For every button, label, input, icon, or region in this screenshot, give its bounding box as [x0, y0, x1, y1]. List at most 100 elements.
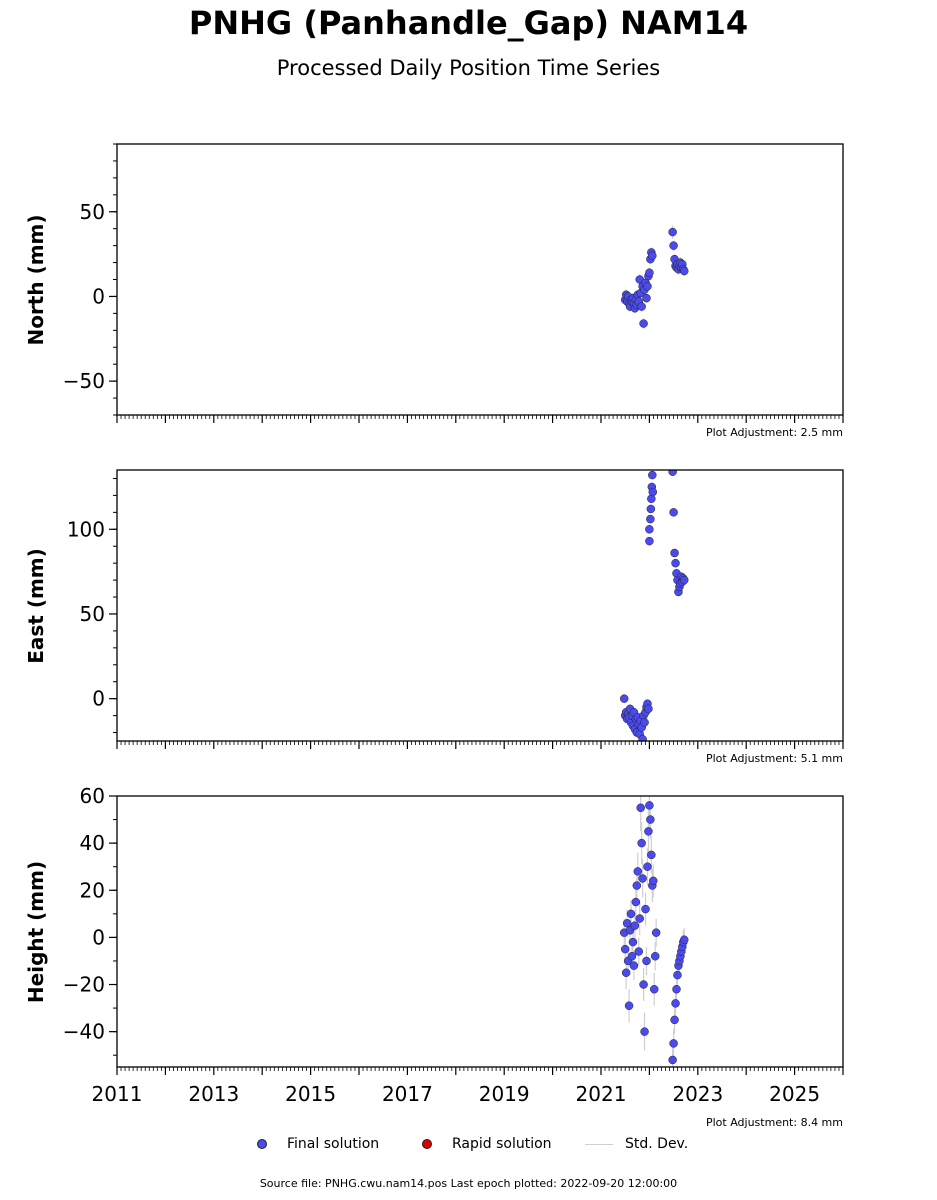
- data-point: [645, 801, 654, 810]
- data-point: [626, 909, 636, 919]
- page-subtitle: Processed Daily Position Time Series: [276, 56, 661, 80]
- data-point: [640, 1027, 649, 1036]
- data-point: [644, 827, 653, 836]
- x-tick-label: 2025: [769, 1082, 820, 1106]
- plot-frame: [116, 469, 844, 742]
- y-tick-label: −20: [63, 973, 105, 997]
- data-layer: [619, 470, 689, 741]
- data-point: [669, 508, 678, 517]
- data-point: [643, 862, 652, 871]
- x-tick-label: 2015: [285, 1082, 336, 1106]
- data-point: [669, 241, 678, 250]
- panel-1: 0 50 100 East (mm) Plot Adjustment: 5.1 mm: [24, 469, 844, 765]
- data-point: [631, 897, 641, 907]
- data-point: [670, 1015, 679, 1025]
- x-tick-label: 2021: [576, 1082, 627, 1106]
- data-point: [637, 302, 646, 311]
- data-point: [622, 919, 632, 928]
- y-tick-label: 60: [80, 784, 105, 808]
- data-point: [628, 937, 638, 947]
- legend-stddev: Std. Dev.: [585, 1136, 688, 1152]
- plot-frame: [116, 795, 844, 1068]
- data-point: [673, 970, 682, 980]
- data-point: [638, 874, 647, 883]
- legend-rapid-label: Rapid solution: [452, 1136, 552, 1152]
- x-tick-label: 2019: [479, 1082, 530, 1106]
- plot-adjustment-label: Plot Adjustment: 5.1 mm: [706, 752, 843, 765]
- data-point: [648, 487, 658, 497]
- y-axis-label: Height (mm): [24, 861, 48, 1003]
- data-point: [632, 881, 642, 890]
- page-title: PNHG (Panhandle_Gap) NAM14: [188, 4, 749, 42]
- data-point: [668, 1055, 677, 1065]
- y-tick-label: 0: [92, 925, 105, 949]
- data-point: [645, 536, 654, 546]
- y-tick-label: 50: [80, 200, 105, 224]
- data-point: [639, 980, 648, 989]
- y-tick-label: 40: [80, 831, 105, 855]
- data-point: [642, 956, 651, 966]
- x-tick-label: 2013: [188, 1082, 239, 1106]
- data-point: [668, 470, 677, 476]
- legend: Final solution Rapid solution Std. Dev.: [0, 1136, 937, 1158]
- data-point: [643, 282, 652, 291]
- data-point: [672, 984, 681, 994]
- data-point: [650, 951, 660, 961]
- data-point: [649, 984, 659, 994]
- data-point: [669, 1039, 678, 1048]
- data-point: [634, 947, 644, 956]
- data-point: [671, 558, 680, 568]
- y-axis-label: North (mm): [24, 214, 48, 345]
- data-point: [645, 525, 654, 534]
- data-point: [637, 838, 646, 848]
- y-tick-label: 50: [80, 602, 105, 626]
- legend-final-label: Final solution: [287, 1136, 380, 1152]
- panel-2: −40 −20 0 20 40 60 2011 2013 2015 2017 2019 2021 202…: [24, 784, 844, 1129]
- plot-adjustment-label: Plot Adjustment: 2.5 mm: [706, 426, 843, 439]
- data-layer: [619, 796, 689, 1067]
- legend-rapid: Rapid solution: [422, 1136, 552, 1152]
- data-point: [629, 961, 639, 970]
- y-axis-label: East (mm): [24, 548, 48, 664]
- data-point: [624, 1001, 634, 1010]
- data-point: [627, 951, 637, 961]
- y-tick-label: −40: [63, 1020, 105, 1044]
- data-point: [621, 968, 631, 977]
- data-point: [620, 944, 630, 954]
- x-tick-label: 2017: [382, 1082, 433, 1106]
- y-tick-label: 20: [80, 878, 105, 902]
- data-point: [641, 904, 650, 914]
- legend-stddev-label: Std. Dev.: [625, 1136, 689, 1152]
- legend-final: Final solution: [257, 1136, 379, 1152]
- y-tick-label: −50: [63, 369, 105, 393]
- data-point: [651, 928, 661, 937]
- data-point: [646, 815, 655, 824]
- y-tick-label: 0: [92, 284, 105, 308]
- data-point: [646, 504, 656, 514]
- data-point: [639, 319, 648, 328]
- data-point: [644, 704, 653, 714]
- data-layer: [620, 225, 689, 329]
- data-point: [671, 999, 680, 1008]
- data-point: [647, 850, 656, 860]
- data-point: [648, 470, 657, 480]
- data-point: [646, 514, 655, 524]
- x-tick-label: 2023: [672, 1082, 723, 1106]
- data-point: [679, 935, 689, 944]
- plot-frame: [116, 143, 844, 416]
- data-point: [635, 914, 644, 923]
- data-point: [630, 921, 640, 930]
- final-solution-marker-icon: [257, 1139, 267, 1149]
- data-point: [633, 867, 643, 876]
- data-point: [649, 876, 658, 886]
- data-point: [670, 548, 679, 558]
- data-point: [679, 575, 689, 585]
- data-point: [668, 227, 677, 237]
- data-point: [645, 268, 654, 277]
- data-point: [638, 735, 647, 741]
- data-point: [679, 266, 689, 276]
- y-tick-label: 100: [67, 517, 105, 541]
- x-tick-label: 2011: [92, 1082, 143, 1106]
- rapid-solution-marker-icon: [422, 1139, 432, 1149]
- source-note: Source file: PNHG.cwu.nam14.pos Last epo…: [259, 1177, 678, 1190]
